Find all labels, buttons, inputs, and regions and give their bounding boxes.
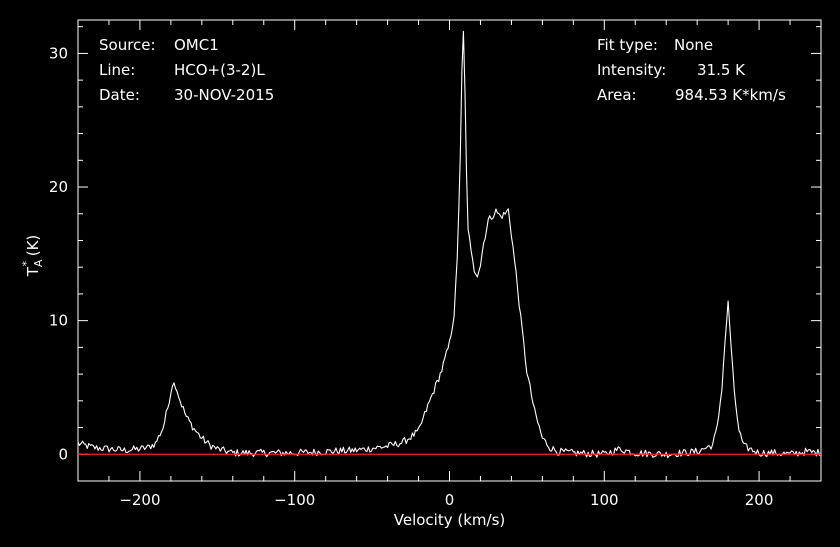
x-tick-label: 200 (745, 491, 774, 509)
fit-type-label: Fit type: (597, 36, 658, 54)
y-tick-label: 20 (49, 178, 68, 196)
x-axis-label: Velocity (km/s) (394, 511, 505, 529)
y-tick-label: 0 (58, 445, 68, 463)
intensity-label: Intensity: (597, 61, 667, 79)
date-value: 30-NOV-2015 (174, 86, 275, 104)
x-tick-label: −200 (119, 491, 160, 509)
area-label: Area: (597, 86, 637, 104)
x-tick-label: 0 (445, 491, 455, 509)
y-tick-label: 10 (49, 312, 68, 330)
area-value: 984.53 K*km/s (675, 86, 786, 104)
intensity-value: 31.5 K (697, 61, 746, 79)
date-label: Date: (99, 86, 140, 104)
line-value: HCO+(3-2)L (174, 61, 265, 79)
fit-type-value: None (674, 36, 714, 54)
source-value: OMC1 (174, 36, 219, 54)
source-label: Source: (99, 36, 156, 54)
x-tick-label: 100 (590, 491, 619, 509)
y-tick-label: 30 (49, 44, 68, 62)
y-axis-label: TA* (K) (20, 235, 45, 278)
spectrum-line (77, 30, 822, 459)
x-tick-label: −100 (274, 491, 315, 509)
line-label: Line: (99, 61, 136, 79)
